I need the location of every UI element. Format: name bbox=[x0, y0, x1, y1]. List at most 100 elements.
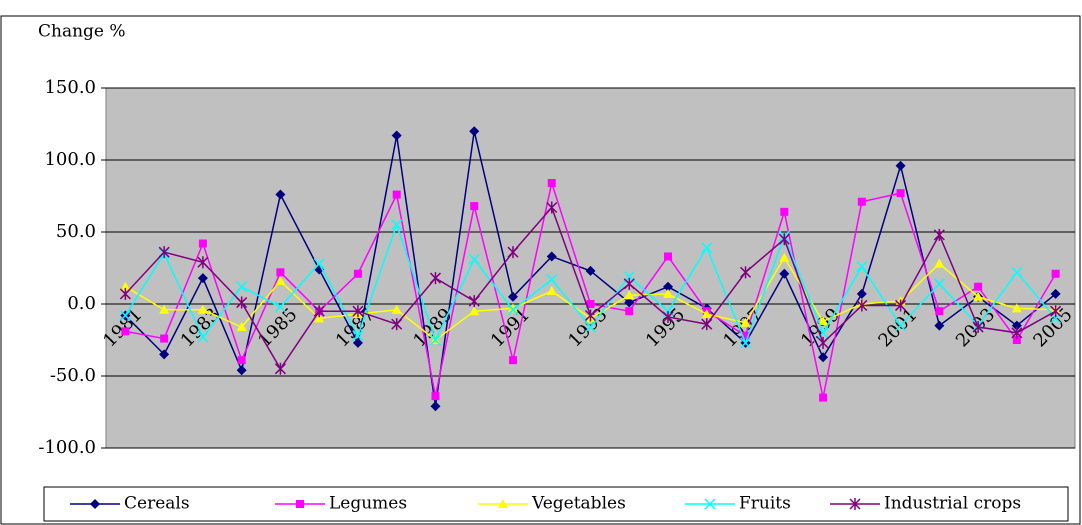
marker bbox=[275, 189, 286, 200]
marker bbox=[197, 304, 208, 314]
marker bbox=[740, 266, 752, 279]
marker bbox=[972, 321, 984, 334]
marker bbox=[1011, 266, 1023, 278]
marker bbox=[313, 305, 325, 318]
legend: Cereals Legumes Vegetables Fruits Industrial… bbox=[43, 486, 1069, 522]
marker bbox=[546, 251, 557, 262]
marker bbox=[933, 228, 945, 241]
marker bbox=[159, 349, 170, 360]
marker bbox=[353, 269, 362, 278]
marker bbox=[119, 309, 131, 322]
marker bbox=[935, 307, 944, 316]
marker bbox=[817, 336, 829, 349]
legend-label: Fruits bbox=[739, 494, 791, 514]
marker bbox=[974, 282, 983, 291]
marker bbox=[585, 265, 596, 276]
legend-marker bbox=[849, 498, 861, 510]
marker bbox=[120, 281, 131, 291]
marker bbox=[546, 273, 558, 286]
marker bbox=[197, 256, 209, 269]
marker bbox=[507, 304, 519, 316]
legend-label: Industrial crops bbox=[884, 494, 1021, 514]
marker bbox=[1050, 288, 1061, 299]
marker bbox=[197, 273, 208, 284]
legend-marker bbox=[296, 500, 304, 508]
marker bbox=[895, 299, 907, 312]
marker bbox=[1050, 305, 1062, 318]
marker bbox=[856, 261, 868, 273]
marker bbox=[624, 290, 635, 300]
legend-marker bbox=[90, 499, 100, 509]
marker bbox=[740, 317, 751, 327]
marker bbox=[701, 309, 712, 319]
marker bbox=[159, 304, 170, 314]
marker bbox=[857, 197, 866, 206]
marker bbox=[391, 304, 402, 314]
legend-box bbox=[43, 486, 1069, 522]
marker bbox=[624, 297, 635, 308]
marker bbox=[741, 331, 750, 340]
marker bbox=[973, 291, 984, 301]
marker bbox=[1051, 269, 1060, 278]
marker bbox=[663, 288, 674, 298]
marker bbox=[119, 287, 131, 300]
legend-label: Cereals bbox=[124, 494, 190, 514]
marker bbox=[508, 356, 517, 365]
marker bbox=[274, 362, 286, 375]
marker bbox=[701, 318, 713, 331]
marker bbox=[779, 252, 790, 262]
marker bbox=[391, 219, 403, 231]
marker bbox=[392, 190, 401, 199]
y-tick-label: 0.0 bbox=[67, 293, 96, 314]
marker bbox=[1011, 303, 1022, 313]
marker bbox=[934, 258, 945, 268]
marker bbox=[1012, 336, 1021, 344]
marker bbox=[197, 331, 209, 343]
legend-label: Vegetables bbox=[531, 494, 626, 514]
marker bbox=[818, 316, 829, 326]
marker bbox=[352, 330, 364, 342]
y-tick-label: -50.0 bbox=[50, 365, 96, 386]
legend-marker bbox=[498, 499, 508, 508]
marker bbox=[895, 160, 906, 171]
marker bbox=[895, 320, 907, 332]
marker bbox=[507, 303, 518, 313]
marker bbox=[817, 327, 829, 339]
y-tick-label: 50.0 bbox=[56, 221, 96, 242]
marker bbox=[740, 337, 752, 349]
marker bbox=[391, 318, 403, 331]
marker bbox=[274, 301, 286, 313]
marker bbox=[779, 268, 790, 279]
marker bbox=[352, 337, 363, 348]
marker bbox=[701, 242, 713, 254]
legend-label: Legumes bbox=[329, 494, 407, 514]
marker bbox=[933, 278, 945, 290]
marker bbox=[275, 275, 286, 285]
marker bbox=[623, 277, 635, 290]
marker bbox=[314, 313, 325, 323]
marker bbox=[160, 334, 169, 343]
marker bbox=[431, 392, 440, 401]
marker bbox=[352, 305, 364, 318]
marker bbox=[121, 327, 130, 336]
marker bbox=[236, 365, 247, 376]
marker bbox=[934, 320, 945, 331]
marker bbox=[856, 299, 868, 312]
y-tick-label: 150.0 bbox=[44, 77, 96, 98]
marker bbox=[429, 272, 441, 285]
marker bbox=[663, 281, 674, 292]
marker bbox=[236, 296, 248, 309]
marker bbox=[507, 291, 518, 302]
marker bbox=[1011, 326, 1023, 339]
marker bbox=[1011, 320, 1022, 331]
marker bbox=[778, 233, 790, 246]
y-tick-label: -100.0 bbox=[38, 437, 96, 458]
legend-marker bbox=[704, 498, 716, 510]
marker bbox=[547, 179, 556, 188]
marker bbox=[236, 281, 248, 293]
marker bbox=[896, 189, 905, 198]
marker bbox=[507, 246, 519, 259]
marker bbox=[391, 130, 402, 141]
marker bbox=[625, 307, 634, 316]
